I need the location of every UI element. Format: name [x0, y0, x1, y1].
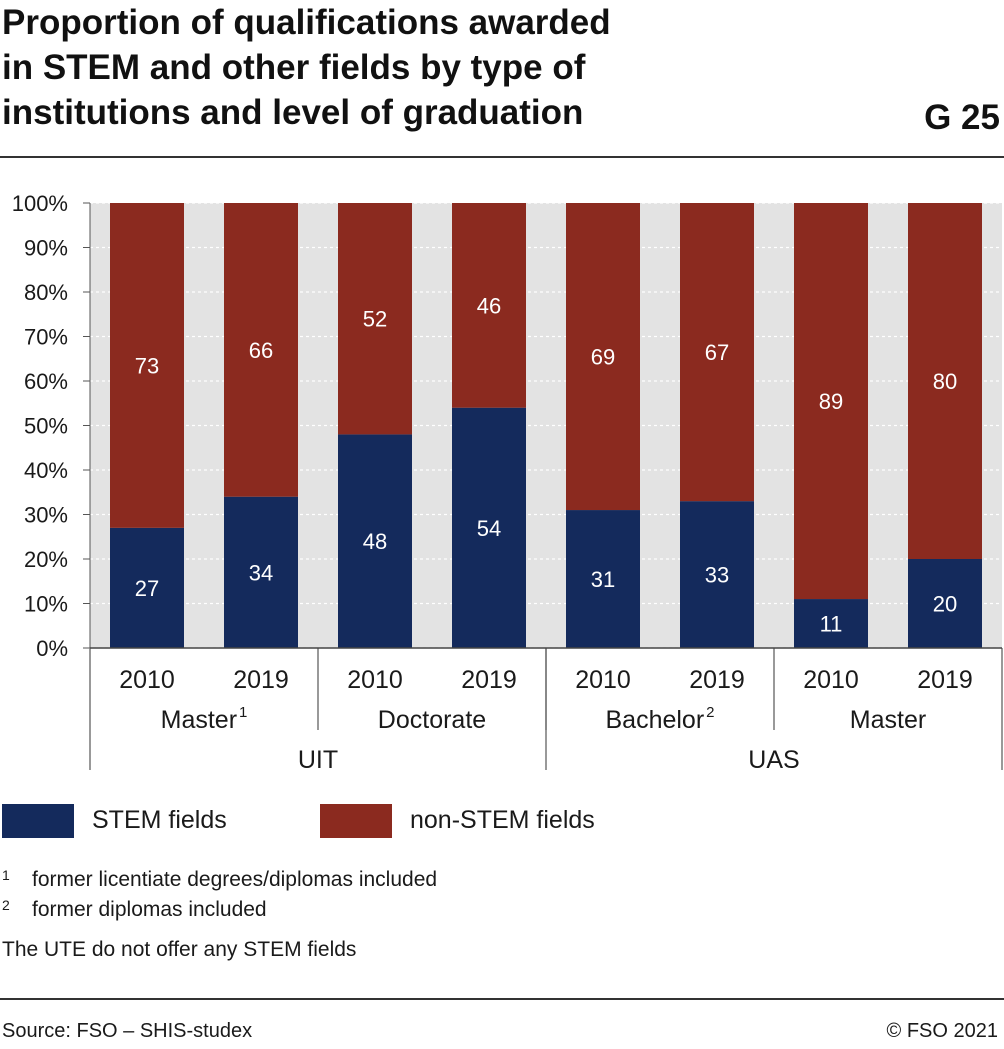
institution-group-label: UIT	[298, 746, 338, 774]
copyright-text: © FSO 2021	[886, 1020, 998, 1042]
chart-title: Proportion of qualifications awarded in …	[2, 0, 722, 135]
bar-nonstem	[452, 203, 526, 408]
bar-nonstem	[338, 203, 412, 435]
bar-nonstem	[908, 203, 982, 559]
x-tick-label: 2010	[575, 666, 631, 694]
legend-swatch-nonstem	[320, 804, 392, 838]
bar-nonstem	[794, 203, 868, 600]
data-label: 89	[819, 389, 843, 414]
y-tick-label: 20%	[24, 547, 68, 572]
bar-stem	[680, 501, 754, 648]
y-tick-label: 50%	[24, 414, 68, 439]
x-tick-label: 2019	[233, 666, 289, 694]
footnote-mark: 2	[2, 897, 10, 913]
data-label: 54	[477, 516, 501, 541]
level-group-label: Doctorate	[378, 706, 486, 734]
y-tick-label: 40%	[24, 458, 68, 483]
legend-swatch-stem	[2, 804, 74, 838]
footnote-superscript: 1	[239, 704, 247, 721]
bar-stem	[566, 510, 640, 648]
x-tick-label: 2010	[347, 666, 403, 694]
bottom-divider	[0, 998, 1004, 1000]
source-text: Source: FSO – SHIS-studex	[2, 1020, 253, 1042]
data-label: 11	[820, 612, 843, 637]
y-tick-label: 100%	[12, 191, 68, 216]
footnote: 1 former licentiate degrees/diplomas incl…	[2, 867, 437, 892]
bar-nonstem	[110, 203, 184, 528]
data-label: 33	[705, 563, 729, 588]
x-tick-label: 2019	[689, 666, 745, 694]
institution-group-label: UAS	[748, 746, 799, 774]
data-label: 67	[705, 340, 729, 365]
bar-nonstem	[566, 203, 640, 511]
footnote-text: former licentiate degrees/diplomas inclu…	[32, 868, 438, 891]
y-tick-label: 30%	[24, 503, 68, 528]
y-tick-label: 10%	[24, 592, 68, 617]
bar-stem	[224, 496, 298, 648]
data-label: 73	[135, 353, 159, 378]
data-label: 46	[477, 293, 501, 318]
bar-stem	[110, 527, 184, 648]
footnote-text: former diplomas included	[32, 898, 267, 921]
y-tick-label: 90%	[24, 236, 68, 261]
footnote-superscript: 2	[706, 704, 714, 721]
x-tick-label: 2010	[803, 666, 859, 694]
bar-stem	[452, 407, 526, 648]
footnote-mark: 1	[2, 867, 10, 883]
y-tick-label: 0%	[36, 636, 68, 661]
data-label: 52	[363, 307, 387, 332]
title-line: institutions and level of graduation	[2, 93, 584, 132]
bar-stem	[908, 559, 982, 648]
data-label: 31	[591, 567, 615, 592]
bar-nonstem	[224, 203, 298, 497]
data-label: 48	[363, 529, 387, 554]
stacked-bar-chart: 0% 10% 20% 30% 40% 50% 60% 70% 80% 90% 100% 27 73 34 6…	[12, 191, 1003, 774]
data-label: 66	[249, 338, 273, 363]
bar-stem	[794, 599, 868, 648]
y-tick-label: 80%	[24, 280, 68, 305]
level-group-label: Bachelor 2	[605, 704, 714, 734]
level-group-label: Master 1	[161, 704, 248, 734]
title-line: in STEM and other fields by type of	[2, 48, 586, 87]
bar-nonstem	[680, 203, 754, 502]
level-group-label: Master	[850, 706, 926, 734]
y-tick-label: 60%	[24, 369, 68, 394]
data-label: 69	[591, 345, 615, 370]
legend-label-stem: STEM fields	[92, 806, 227, 834]
x-tick-label: 2010	[119, 666, 175, 694]
chart-number: G 25	[924, 98, 1000, 137]
data-label: 80	[933, 369, 957, 394]
x-tick-label: 2019	[461, 666, 517, 694]
chart-note: The UTE do not offer any STEM fields	[2, 938, 357, 961]
y-tick-label: 70%	[24, 325, 68, 350]
bar-stem	[338, 434, 412, 648]
data-label: 20	[933, 592, 957, 617]
data-label: 34	[249, 560, 273, 585]
footnote: 2 former diplomas included	[2, 897, 267, 922]
x-tick-label: 2019	[917, 666, 973, 694]
top-divider	[0, 156, 1004, 158]
title-line: Proportion of qualifications awarded	[2, 3, 611, 42]
legend-label-nonstem: non-STEM fields	[410, 806, 595, 834]
data-label: 27	[135, 576, 159, 601]
